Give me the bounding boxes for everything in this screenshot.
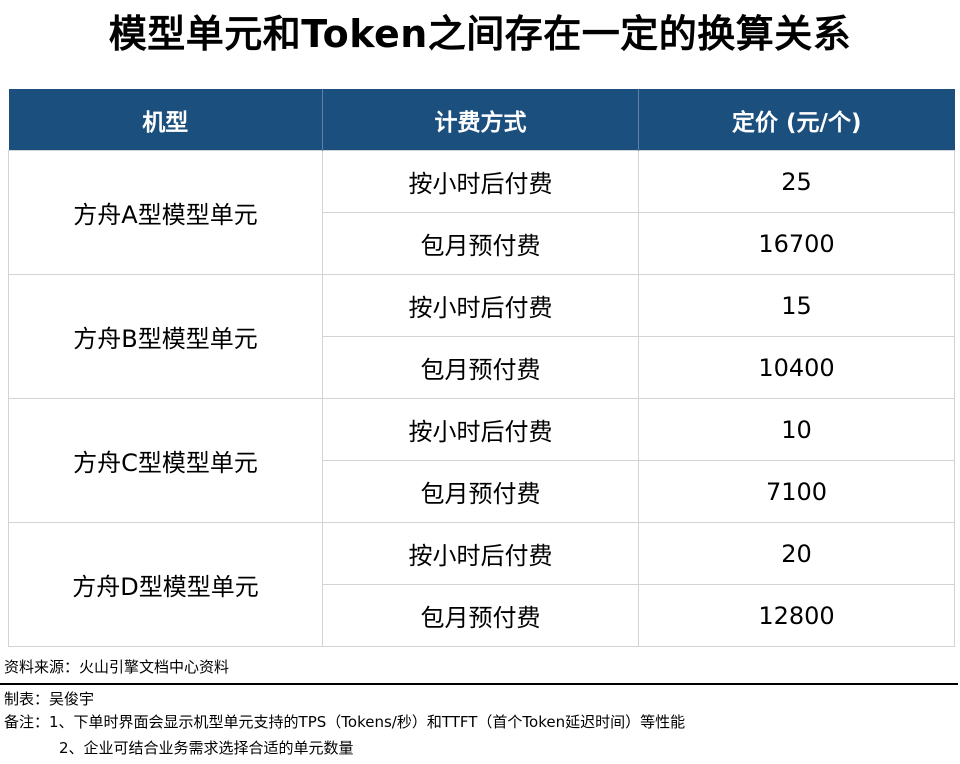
price-cell: 15: [638, 274, 955, 337]
price-cell: 12800: [638, 584, 955, 647]
price-cell: 7100: [638, 460, 955, 523]
header-model: 机型: [8, 89, 323, 151]
pricing-table: 机型 计费方式 定价 (元/个) 方舟A型模型单元 按小时后付费 25 包月预付…: [8, 89, 955, 647]
billing-cell: 按小时后付费: [322, 274, 639, 337]
billing-cell: 按小时后付费: [322, 522, 639, 585]
price-cell: 10400: [638, 336, 955, 399]
page-title: 模型单元和Token之间存在一定的换算关系: [108, 12, 852, 56]
price-cell: 16700: [638, 212, 955, 275]
table-row: 包月预付费 7100: [9, 460, 955, 523]
price-cell: 25: [638, 150, 955, 213]
remark-note-1: 备注：1、下单时界面会显示机型单元支持的TPS（Tokens/秒）和TTFT（首…: [4, 713, 686, 731]
source-note: 资料来源：火山引擎文档中心资料: [4, 658, 230, 676]
table-row: 包月预付费 12800: [9, 584, 955, 647]
billing-cell: 包月预付费: [322, 584, 639, 647]
table-row: 包月预付费 16700: [9, 212, 955, 275]
billing-cell: 按小时后付费: [322, 398, 639, 461]
table-row: 方舟D型模型单元 按小时后付费 20: [8, 522, 955, 647]
billing-cell: 包月预付费: [322, 212, 639, 275]
header-price: 定价 (元/个): [638, 89, 955, 151]
billing-cell: 包月预付费: [322, 336, 639, 399]
price-cell: 10: [638, 398, 955, 461]
footer-divider: [0, 683, 958, 685]
remark-note-2: 2、企业可结合业务需求选择合适的单元数量: [59, 739, 354, 757]
table-row: 方舟A型模型单元 按小时后付费 25: [8, 150, 955, 275]
billing-cell: 按小时后付费: [322, 150, 639, 213]
table-row: 方舟B型模型单元 按小时后付费 15: [8, 274, 955, 399]
table-header-row: 机型 计费方式 定价 (元/个): [8, 89, 955, 151]
model-cell: 方舟C型模型单元: [8, 398, 323, 523]
price-cell: 20: [638, 522, 955, 585]
model-cell: 方舟B型模型单元: [8, 274, 323, 399]
table-row: 方舟C型模型单元 按小时后付费 10: [8, 398, 955, 523]
header-billing: 计费方式: [322, 89, 639, 151]
model-cell: 方舟A型模型单元: [8, 150, 323, 275]
model-cell: 方舟D型模型单元: [8, 522, 323, 647]
author-note: 制表：吴俊宇: [4, 690, 95, 708]
billing-cell: 包月预付费: [322, 460, 639, 523]
